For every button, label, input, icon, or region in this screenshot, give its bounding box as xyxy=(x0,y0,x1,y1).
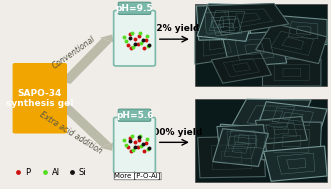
Point xyxy=(143,39,148,42)
Text: Extra acid addition: Extra acid addition xyxy=(38,110,104,156)
Polygon shape xyxy=(198,136,265,178)
Point xyxy=(145,35,150,38)
Text: P: P xyxy=(25,168,30,177)
Text: 42% yield: 42% yield xyxy=(150,24,199,33)
Point xyxy=(137,138,142,141)
Point xyxy=(70,171,75,174)
Polygon shape xyxy=(262,122,321,160)
FancyBboxPatch shape xyxy=(13,63,67,133)
Point xyxy=(140,39,146,42)
Polygon shape xyxy=(196,5,238,40)
Point xyxy=(127,140,132,143)
Point xyxy=(130,148,136,151)
Point xyxy=(132,140,137,143)
Polygon shape xyxy=(222,31,287,67)
Point xyxy=(133,146,138,149)
Point xyxy=(121,138,127,141)
Text: Al: Al xyxy=(52,168,60,177)
Point xyxy=(127,136,132,139)
FancyBboxPatch shape xyxy=(118,109,151,121)
Point xyxy=(146,148,151,151)
Point xyxy=(146,147,152,150)
FancyBboxPatch shape xyxy=(114,117,155,173)
Text: 100% yield: 100% yield xyxy=(147,128,202,136)
Polygon shape xyxy=(256,23,327,64)
Point xyxy=(133,43,138,46)
Polygon shape xyxy=(197,4,257,41)
Polygon shape xyxy=(278,16,327,45)
Text: SAPO-34
synthesis gel: SAPO-34 synthesis gel xyxy=(6,89,73,108)
Polygon shape xyxy=(61,39,112,84)
Polygon shape xyxy=(202,13,252,41)
Point xyxy=(132,38,137,41)
FancyBboxPatch shape xyxy=(195,99,327,182)
Polygon shape xyxy=(231,99,311,137)
Point xyxy=(129,149,134,152)
Polygon shape xyxy=(217,125,266,155)
Point xyxy=(123,40,128,43)
Point xyxy=(138,144,144,147)
Point xyxy=(130,134,135,137)
Polygon shape xyxy=(100,143,113,151)
Point xyxy=(129,46,134,49)
Text: Conventional: Conventional xyxy=(51,34,97,70)
Point xyxy=(145,138,150,141)
Point xyxy=(137,35,142,38)
Point xyxy=(135,42,140,45)
Point xyxy=(137,135,142,138)
Text: Si: Si xyxy=(79,168,86,177)
Point xyxy=(146,45,151,48)
Text: pH=9.5: pH=9.5 xyxy=(116,4,153,13)
FancyBboxPatch shape xyxy=(195,4,327,86)
Polygon shape xyxy=(211,52,271,83)
Point xyxy=(138,41,144,44)
Point xyxy=(127,37,132,40)
Polygon shape xyxy=(213,129,268,167)
Polygon shape xyxy=(215,124,279,154)
Point xyxy=(135,145,140,148)
FancyBboxPatch shape xyxy=(114,10,155,66)
Polygon shape xyxy=(61,105,111,147)
Polygon shape xyxy=(264,146,327,181)
Point xyxy=(130,31,135,34)
Polygon shape xyxy=(100,34,114,43)
Point xyxy=(123,143,128,146)
Polygon shape xyxy=(258,102,327,132)
Polygon shape xyxy=(255,117,307,144)
Polygon shape xyxy=(262,59,321,86)
Point xyxy=(43,171,48,174)
Point xyxy=(127,33,132,36)
Polygon shape xyxy=(195,24,242,64)
Polygon shape xyxy=(207,4,289,36)
Point xyxy=(121,35,127,38)
Point xyxy=(138,31,143,34)
Point xyxy=(125,146,130,149)
Point xyxy=(141,46,147,49)
Text: pH=5.6: pH=5.6 xyxy=(116,111,153,120)
Point xyxy=(16,171,21,174)
Point xyxy=(130,45,136,48)
Point xyxy=(138,135,143,138)
Text: More [P-O-Al]: More [P-O-Al] xyxy=(115,173,161,180)
Point xyxy=(140,142,146,145)
Point xyxy=(146,44,152,47)
FancyBboxPatch shape xyxy=(118,2,151,14)
Point xyxy=(143,141,148,144)
Point xyxy=(125,43,130,46)
Point xyxy=(141,149,147,152)
